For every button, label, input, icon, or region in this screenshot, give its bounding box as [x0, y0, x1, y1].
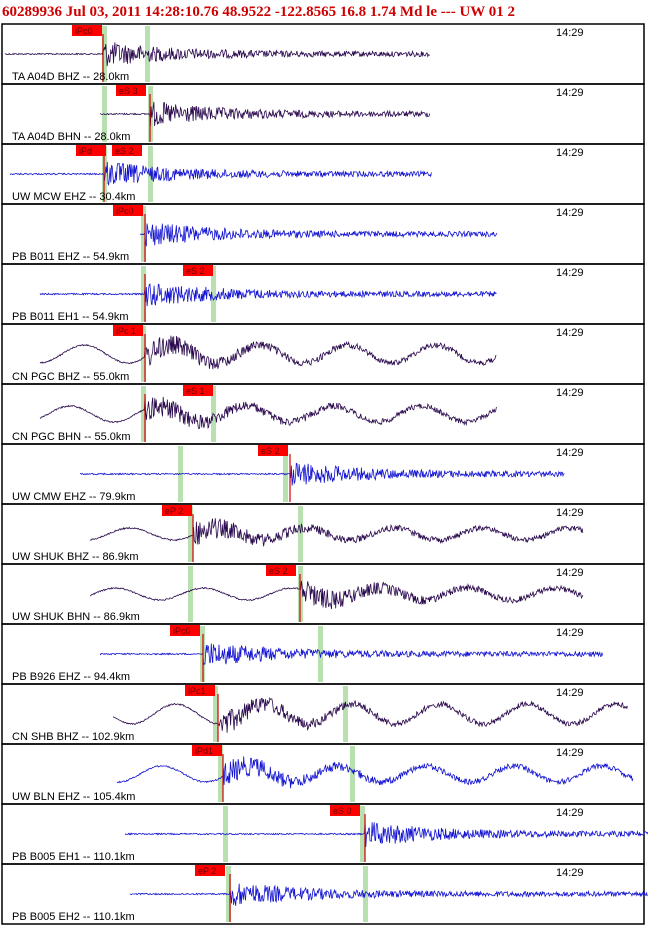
- pick-label: eP 2: [165, 506, 183, 516]
- pick-label: eS 0: [333, 806, 352, 816]
- waveform: [39, 283, 497, 307]
- station-label: UW SHUK BHN -- 86.9km: [12, 611, 140, 623]
- pick-label-box: [192, 745, 222, 756]
- pick-label-box: [76, 145, 106, 156]
- time-label: 14:29: [556, 567, 584, 579]
- pick-label-box: [170, 625, 200, 636]
- pick-marker: [298, 506, 303, 562]
- pick-marker: [218, 746, 223, 802]
- waveform: [112, 697, 628, 733]
- pick-label-box: [116, 85, 146, 96]
- station-label: PB B005 EH1 -- 110.1km: [12, 851, 135, 863]
- waveform: [129, 883, 648, 906]
- waveform: [89, 518, 584, 547]
- time-label: 14:29: [556, 387, 584, 399]
- pick-label-box: [330, 805, 360, 816]
- waveform: [89, 580, 584, 610]
- pick-label-box: [112, 145, 142, 156]
- pick-label: eS 2: [261, 446, 280, 456]
- time-label: 14:29: [556, 27, 584, 39]
- pick-label: eS 1: [186, 386, 205, 396]
- station-label: UW BLN EHZ -- 105.4km: [12, 791, 135, 803]
- pick-label-box: [72, 25, 102, 36]
- pick-label: eP 2: [198, 866, 216, 876]
- time-label: 14:29: [556, 447, 584, 459]
- pick-marker: [350, 746, 355, 802]
- waveform: [139, 223, 498, 247]
- pick-label-box: [185, 685, 215, 696]
- pick-label-box: [113, 325, 143, 336]
- station-label: CN PGC BHZ -- 55.0km: [12, 371, 129, 383]
- pick-marker: [141, 386, 146, 442]
- time-label: 14:29: [556, 267, 584, 279]
- pick-label-box: [266, 565, 296, 576]
- pick-marker: [188, 566, 193, 622]
- station-label: CN PGC BHN -- 55.0km: [12, 431, 131, 443]
- time-label: 14:29: [556, 627, 584, 639]
- pick-label: eS 2: [115, 146, 134, 156]
- waveform: [39, 335, 497, 370]
- pick-marker: [318, 626, 323, 682]
- pick-label-box: [183, 265, 213, 276]
- station-label: TA A04D BHN -- 28.0km: [12, 131, 130, 143]
- event-header: 60289936 Jul 03, 2011 14:28:10.76 48.952…: [2, 4, 515, 20]
- pick-label: iPd1: [195, 746, 213, 756]
- pick-label-box: [162, 505, 192, 516]
- pick-marker: [223, 806, 228, 862]
- pick-label: eS 2: [269, 566, 288, 576]
- pick-label-box: [113, 205, 143, 216]
- station-label: PB B005 EH2 -- 110.1km: [12, 911, 135, 923]
- time-label: 14:29: [556, 747, 584, 759]
- pick-marker: [141, 326, 146, 382]
- waveform: [116, 756, 634, 789]
- waveform: [39, 396, 497, 430]
- pick-label: iPc1: [188, 686, 206, 696]
- pick-marker: [188, 506, 193, 562]
- time-label: 14:29: [556, 687, 584, 699]
- time-label: 14:29: [556, 147, 584, 159]
- pick-marker: [141, 266, 146, 322]
- waveform: [80, 462, 565, 486]
- station-label: PB B011 EH1 -- 54.9km: [12, 311, 129, 323]
- pick-label-box: [258, 445, 288, 456]
- time-label: 14:29: [556, 867, 584, 879]
- station-label: CN SHB BHZ -- 102.9km: [12, 731, 134, 743]
- pick-marker: [343, 686, 348, 742]
- pick-label: iPc 1: [116, 326, 136, 336]
- waveform: [99, 101, 431, 127]
- station-label: UW MCW EHZ -- 30.4km: [12, 191, 135, 203]
- waveform: [124, 820, 648, 848]
- pick-marker: [211, 266, 216, 322]
- time-label: 14:29: [556, 207, 584, 219]
- station-label: TA A04D BHZ -- 28.0km: [12, 71, 129, 83]
- pick-label-box: [183, 385, 213, 396]
- pick-label: eS 2: [186, 266, 205, 276]
- pick-label: iPc0: [116, 206, 134, 216]
- pick-marker: [213, 686, 218, 742]
- waveform: [4, 42, 430, 67]
- station-label: UW SHUK BHZ -- 86.9km: [12, 551, 139, 563]
- pick-label-box: [195, 865, 225, 876]
- pick-label: iPc0: [75, 26, 93, 36]
- waveform: [9, 161, 432, 186]
- station-label: UW CMW EHZ -- 79.9km: [12, 491, 135, 503]
- station-label: PB B926 EHZ -- 94.4km: [12, 671, 130, 683]
- time-label: 14:29: [556, 87, 584, 99]
- pick-label: iPc0: [173, 626, 191, 636]
- station-label: PB B011 EHZ -- 54.9km: [12, 251, 129, 263]
- time-label: 14:29: [556, 327, 584, 339]
- pick-label: eS 3: [119, 86, 138, 96]
- pick-marker: [102, 26, 107, 82]
- pick-label: iPd: [79, 146, 92, 156]
- waveform: [99, 643, 603, 666]
- time-label: 14:29: [556, 807, 584, 819]
- time-label: 14:29: [556, 507, 584, 519]
